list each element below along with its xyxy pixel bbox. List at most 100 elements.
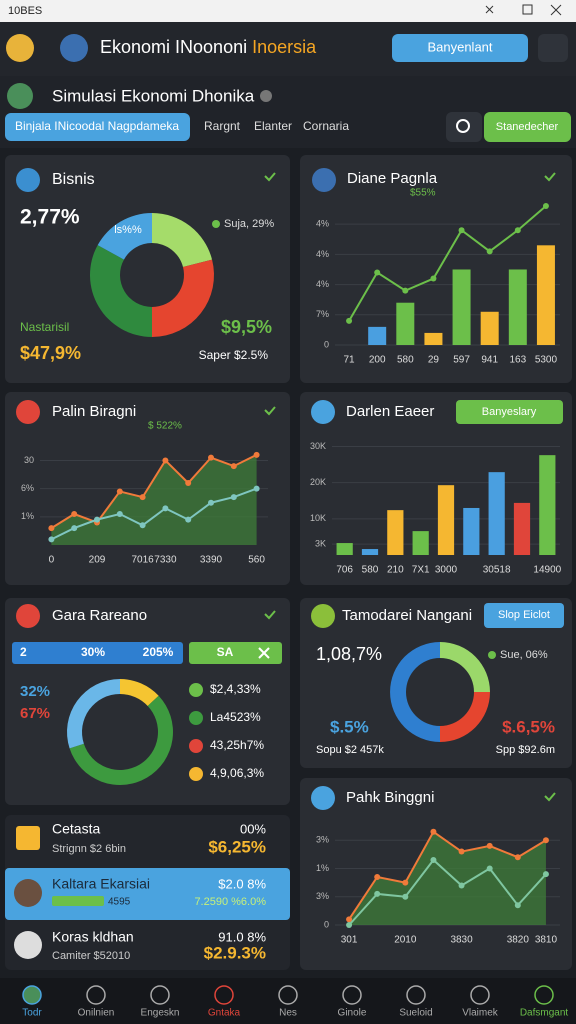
button-label[interactable]: Slop Eiclot: [498, 609, 550, 621]
nav-icon[interactable]: [214, 985, 234, 1005]
point: [230, 494, 237, 501]
button[interactable]: [538, 34, 568, 62]
nav-icon[interactable]: [470, 985, 490, 1005]
point: [346, 916, 353, 923]
x-tick-label: 163: [509, 355, 526, 366]
title-bar: [0, 0, 576, 22]
value: $.6,5%: [502, 717, 555, 736]
nav-label[interactable]: Onilnien: [78, 1008, 115, 1019]
icon: [311, 400, 335, 424]
tab-label[interactable]: Cornaria: [303, 119, 349, 133]
bar: [452, 269, 471, 345]
nav-label[interactable]: Engeskn: [141, 1008, 180, 1019]
tab[interactable]: [189, 642, 282, 664]
point: [514, 902, 521, 909]
tab-label[interactable]: SA: [217, 645, 234, 659]
point: [48, 525, 55, 532]
button-label[interactable]: Banyenlant: [427, 39, 492, 54]
point: [71, 525, 78, 532]
icon: [189, 711, 203, 725]
point: [430, 857, 437, 864]
x-tick-label: 3830: [450, 935, 473, 946]
big-value: 1,08,7%: [316, 644, 382, 664]
tab[interactable]: [5, 113, 190, 141]
card: [300, 155, 572, 383]
card-subtitle: $55%: [410, 188, 436, 199]
card-title: Darlen Eaeer: [346, 403, 434, 420]
point: [94, 516, 100, 523]
x-tick-label: 71: [344, 355, 356, 366]
x-tick-label: 14900: [533, 565, 561, 576]
point: [486, 865, 493, 872]
x-tick-label: 580: [362, 565, 379, 576]
button[interactable]: [392, 34, 528, 62]
tab-label[interactable]: 2: [20, 645, 27, 659]
x-tick-label: 3000: [435, 565, 458, 576]
nav-icon[interactable]: [406, 985, 426, 1005]
bar: [508, 269, 527, 345]
button[interactable]: [484, 603, 564, 628]
point: [430, 275, 437, 282]
nav-label[interactable]: Ginole: [338, 1008, 367, 1019]
icon: [189, 739, 203, 753]
card-title: Gara Rareano: [52, 607, 147, 624]
point: [458, 848, 465, 855]
icon: [260, 90, 272, 102]
icon: [311, 604, 335, 628]
button[interactable]: [484, 112, 571, 142]
nav-icon[interactable]: [534, 985, 554, 1005]
app-title: Ekonomi INoononi: [100, 37, 247, 57]
point: [139, 522, 146, 529]
donut-segment: [120, 679, 159, 706]
bar: [412, 531, 429, 555]
point: [230, 463, 237, 470]
icon: [16, 604, 40, 628]
nav-label[interactable]: Nes: [279, 1008, 297, 1019]
tab-label[interactable]: 205%: [143, 645, 174, 659]
point: [458, 882, 465, 889]
item-detail: Camiter $52010: [52, 950, 130, 962]
card-title: Tamodarei Nangani: [342, 607, 472, 624]
nav-label[interactable]: Todr: [22, 1008, 42, 1019]
x-tick-label: 30518: [483, 565, 511, 576]
nav-label[interactable]: Dafsmgant: [520, 1008, 569, 1019]
value: $47,9%: [20, 343, 81, 363]
point: [162, 505, 169, 512]
legend-label: Sue, 06%: [500, 649, 548, 661]
nav-icon[interactable]: [150, 985, 170, 1005]
nav-label[interactable]: Sueloid: [399, 1008, 432, 1019]
button-label[interactable]: Banyeslary: [482, 406, 537, 418]
bar: [361, 549, 379, 555]
point: [139, 494, 146, 501]
y-tick-label: 4%: [316, 279, 329, 289]
check-icon: [264, 610, 276, 620]
bar: [437, 485, 455, 555]
donut-segment: [390, 642, 440, 742]
legend-label: $2,4,33%: [210, 682, 261, 696]
icon: [189, 767, 203, 781]
tab-label[interactable]: Elanter: [254, 119, 292, 133]
tab-label[interactable]: Binjala INicoodal Nagpdameka: [15, 119, 179, 133]
button[interactable]: [446, 112, 482, 142]
tab[interactable]: [12, 642, 183, 664]
tab-label[interactable]: Rargnt: [204, 119, 241, 133]
nav-icon[interactable]: [86, 985, 106, 1005]
button-label[interactable]: Stanedecher: [496, 121, 559, 133]
bar: [463, 507, 480, 555]
point: [116, 488, 123, 495]
tab-label[interactable]: 30%: [81, 645, 105, 659]
nav-icon[interactable]: [342, 985, 362, 1005]
chart-label: ls%%: [114, 224, 142, 236]
donut-segment: [152, 213, 213, 268]
bar: [539, 455, 556, 555]
y-tick-label: 6%: [21, 483, 34, 493]
nav-icon[interactable]: [22, 985, 42, 1005]
nav-label[interactable]: Vlaimek: [462, 1008, 499, 1019]
nav-label[interactable]: Gntaka: [208, 1008, 241, 1019]
nav-icon[interactable]: [278, 985, 298, 1005]
list-row-selected: [5, 868, 290, 920]
button[interactable]: [456, 400, 563, 424]
bar: [536, 245, 555, 345]
check-icon: [264, 406, 276, 416]
